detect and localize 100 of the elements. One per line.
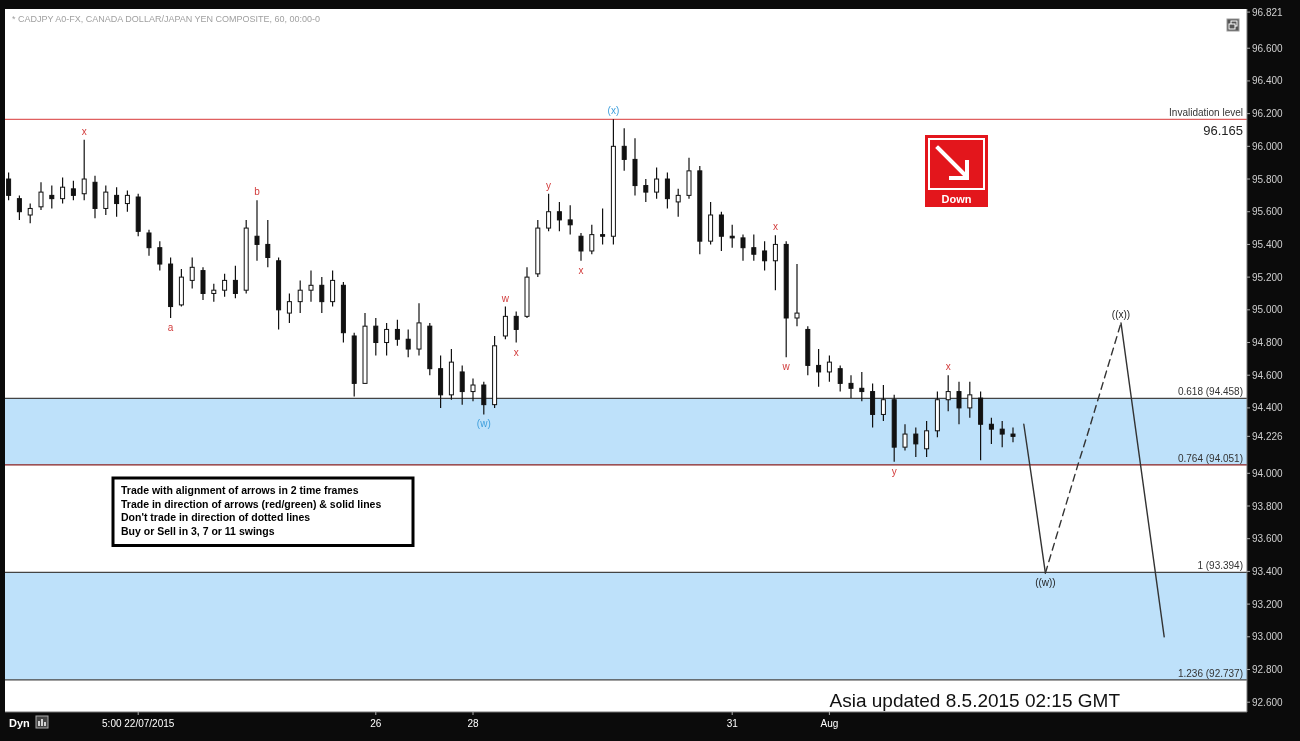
ref-line-label: 0.618 (94.458) bbox=[1177, 386, 1243, 398]
annotation: x bbox=[578, 264, 584, 276]
y-tick-label: 95.400 bbox=[1252, 238, 1284, 250]
candlestick bbox=[870, 382, 876, 429]
annotation: a bbox=[167, 321, 174, 333]
candlestick bbox=[600, 207, 606, 246]
y-tick-label: 95.800 bbox=[1252, 173, 1284, 185]
y-tick-label: 92.600 bbox=[1252, 696, 1284, 708]
annotation: Buy or Sell in 3, 7 or 11 swings bbox=[121, 524, 275, 537]
candlestick bbox=[6, 171, 12, 201]
candlestick bbox=[826, 355, 832, 383]
candlestick bbox=[481, 381, 487, 416]
candlestick bbox=[146, 229, 152, 257]
y-tick-label: 93.000 bbox=[1252, 631, 1284, 643]
candlestick bbox=[567, 204, 573, 236]
candlestick bbox=[589, 224, 595, 255]
candlestick bbox=[27, 202, 33, 224]
x-tick-label: Aug bbox=[820, 718, 839, 729]
candlestick bbox=[308, 269, 314, 303]
candlestick bbox=[902, 423, 908, 452]
candlestick bbox=[297, 279, 303, 314]
candlestick bbox=[60, 176, 66, 205]
candlestick bbox=[848, 374, 854, 399]
y-tick-label: 94.800 bbox=[1252, 337, 1284, 349]
candlestick bbox=[384, 322, 390, 357]
y-tick-label: 93.200 bbox=[1252, 598, 1284, 610]
annotation: w bbox=[781, 361, 791, 373]
candlestick bbox=[880, 384, 886, 422]
candlestick bbox=[859, 371, 865, 402]
y-tick-label: 96.821 bbox=[1252, 6, 1284, 18]
candlestick bbox=[49, 184, 55, 210]
y-tick-label: 96.000 bbox=[1252, 140, 1284, 152]
candlestick bbox=[103, 184, 109, 216]
ref-line-label: 0.764 (94.051) bbox=[1177, 452, 1243, 464]
y-tick-label: 94.400 bbox=[1252, 402, 1284, 414]
candlestick bbox=[578, 232, 584, 262]
y-tick-label: 95.600 bbox=[1252, 206, 1284, 218]
candlestick bbox=[330, 269, 336, 308]
candlestick bbox=[794, 263, 800, 327]
candlestick bbox=[373, 317, 379, 357]
candlestick bbox=[265, 219, 271, 268]
candlestick bbox=[81, 139, 87, 201]
candlestick bbox=[38, 181, 44, 211]
annotation: 96.165 bbox=[1203, 123, 1243, 139]
y-tick-label: 95.000 bbox=[1252, 304, 1284, 316]
annotation: w bbox=[500, 292, 510, 304]
candlestick bbox=[394, 319, 400, 347]
text: Dyn bbox=[9, 717, 31, 729]
candlestick bbox=[762, 240, 768, 272]
candlestick bbox=[913, 426, 919, 458]
y-tick-label: 93.600 bbox=[1252, 533, 1284, 545]
candlestick bbox=[816, 348, 822, 388]
annotation: ((x)) bbox=[1111, 308, 1131, 320]
candlestick bbox=[729, 224, 735, 249]
candlestick bbox=[945, 374, 951, 412]
candlestick bbox=[70, 180, 76, 201]
candlestick bbox=[924, 420, 930, 458]
y-tick-label: 93.800 bbox=[1252, 500, 1284, 512]
candlestick bbox=[718, 211, 724, 252]
candlestick bbox=[675, 188, 681, 218]
annotation: (w) bbox=[476, 418, 491, 430]
annotation: x bbox=[81, 125, 87, 137]
candlestick bbox=[232, 265, 238, 299]
annotation: Trade with alignment of arrows in 2 time frames bbox=[121, 484, 359, 496]
candlestick bbox=[124, 189, 130, 213]
annotation: b bbox=[254, 186, 261, 198]
candlestick bbox=[556, 201, 562, 232]
candlestick bbox=[286, 292, 292, 324]
annotation: (x) bbox=[607, 105, 620, 117]
annotation: y bbox=[891, 465, 897, 477]
text: * CADJPY A0-FX, CANADA DOLLAR/JAPAN YEN COMPOSITE, 60, 00:00-0 bbox=[12, 14, 321, 24]
ref-line-label: 1 (93.394) bbox=[1197, 560, 1243, 572]
candlestick bbox=[643, 178, 649, 203]
annotation: Down bbox=[941, 193, 972, 205]
candlestick bbox=[740, 234, 746, 262]
candlestick bbox=[254, 199, 260, 262]
candlestick bbox=[157, 240, 163, 272]
y-tick-label: 96.400 bbox=[1252, 75, 1284, 87]
annotation: x bbox=[513, 346, 519, 358]
candlestick bbox=[405, 328, 411, 358]
candlestick bbox=[200, 266, 206, 301]
candlestick bbox=[502, 305, 508, 340]
ref-line-label: 1.236 (92.737) bbox=[1177, 667, 1243, 679]
candlestick bbox=[513, 310, 519, 344]
candlestick bbox=[956, 381, 962, 425]
candlestick bbox=[751, 234, 757, 262]
candlestick bbox=[546, 193, 552, 232]
annotation: Trade in direction of arrows (red/green) & solid lines bbox=[121, 497, 382, 510]
candlestick bbox=[654, 166, 660, 200]
annotation: x bbox=[945, 361, 951, 373]
ref-line-label: Invalidation level bbox=[1169, 107, 1243, 119]
y-tick-label: 96.200 bbox=[1252, 108, 1284, 120]
x-tick-label: 31 bbox=[726, 718, 739, 729]
y-tick-label: 94.226 bbox=[1252, 430, 1284, 442]
y-tick-label: 94.600 bbox=[1252, 369, 1284, 381]
candlestick bbox=[222, 273, 228, 298]
candlestick bbox=[999, 420, 1005, 448]
annotation: ((w)) bbox=[1035, 577, 1056, 589]
candlestick bbox=[837, 364, 843, 393]
candlestick bbox=[189, 256, 195, 290]
